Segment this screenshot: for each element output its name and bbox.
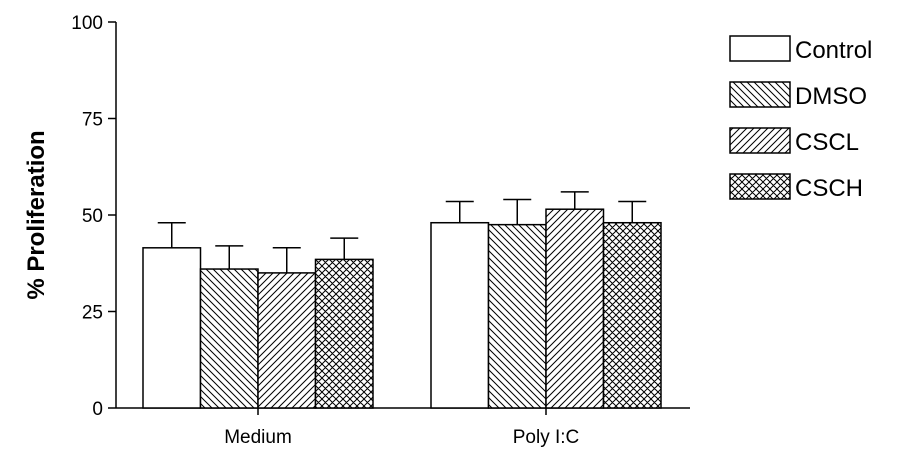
legend-swatch-cscl [729,127,791,154]
legend-label-cscl: CSCL [795,129,859,156]
bar-cscl-medium [257,272,317,409]
y-tick-label: 50 [82,206,103,227]
y-tick-label: 0 [92,399,103,420]
x-category-label: Medium [224,427,292,448]
bar-dmso-medium [199,268,259,409]
legend-swatch-csch [729,173,791,200]
bar-cscl-poly-ic [545,208,605,409]
bar-control-medium [142,247,202,409]
x-category-label: Poly I:C [513,427,580,448]
bar-csch-medium [314,258,374,409]
bars [142,191,662,409]
y-tick-label: 75 [82,110,103,131]
legend: Control DMSO CSCL CSCH [729,35,872,202]
y-tick-label: 25 [82,303,103,324]
x-category-labels: Medium Poly I:C [224,408,579,448]
legend-swatch-control [729,35,791,62]
legend-label-control: Control [795,37,872,64]
legend-label-dmso: DMSO [795,83,867,110]
bar-dmso-poly-ic [487,223,547,409]
y-tick-label: 100 [71,13,103,34]
legend-label-csch: CSCH [795,175,863,202]
y-ticks: 0 25 50 75 100 [71,13,116,420]
bar-control-poly-ic [430,221,490,409]
legend-swatch-dmso [729,81,791,108]
y-axis-title: % Proliferation [23,130,50,299]
bar-csch-poly-ic [602,221,662,409]
